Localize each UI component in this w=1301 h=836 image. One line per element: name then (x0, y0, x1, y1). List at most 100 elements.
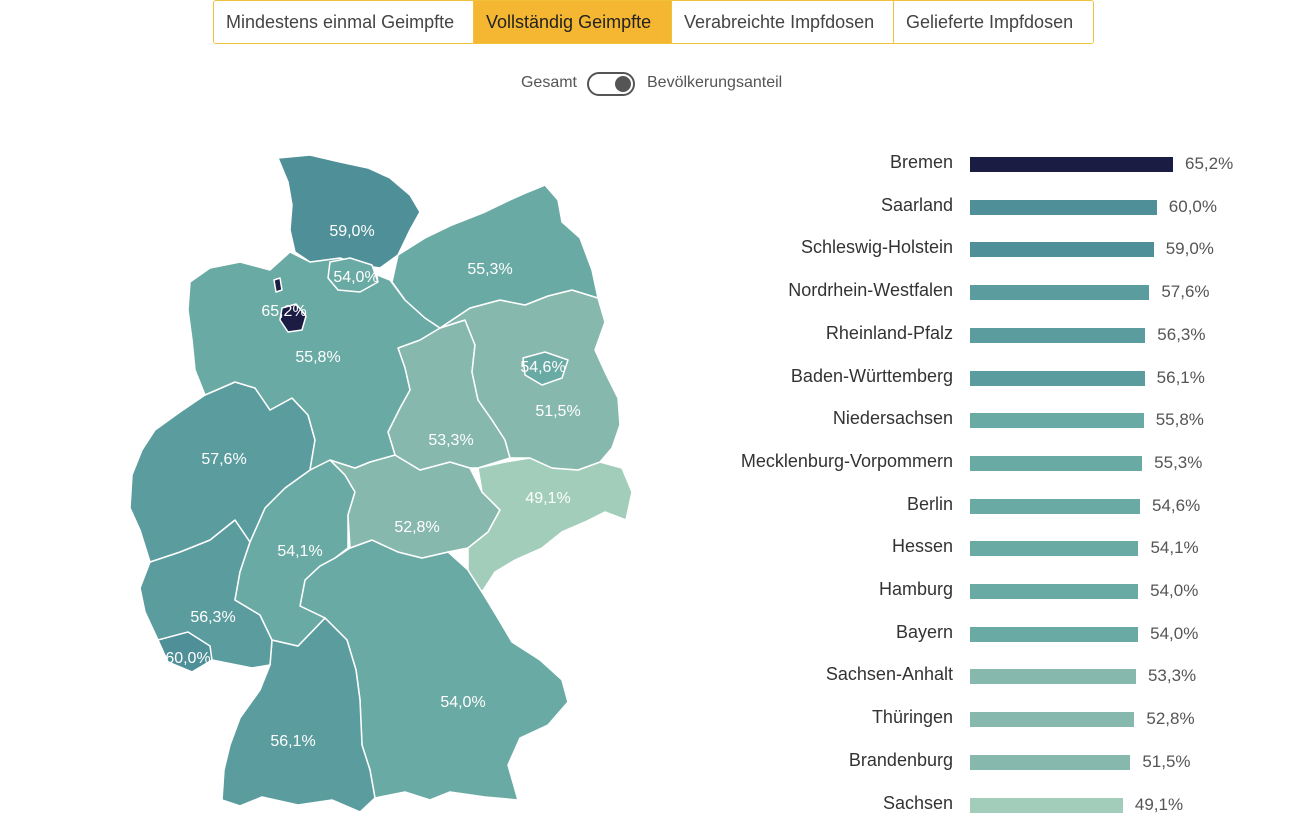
bar-label: Hamburg (878, 579, 953, 599)
bar (970, 541, 1139, 557)
bar-value-label: 65,2% (1185, 154, 1234, 173)
bar-value-label: 56,3% (1157, 324, 1206, 344)
bar-label: Saarland (880, 194, 953, 215)
bar-value-label: 54,1% (1150, 538, 1199, 558)
bar-row[interactable]: Bremen 65,2% (700, 140, 1301, 182)
bar-label: Sachsen (882, 792, 953, 813)
region-bremen[interactable] (273, 277, 283, 293)
map-label-sachsen-anhalt: 53,3% (428, 432, 473, 449)
map-label-hessen: 54,1% (277, 543, 322, 560)
display-toggle-row: Gesamt Bevölkerungsanteil (0, 70, 1301, 98)
toggle-knob (615, 76, 631, 92)
display-toggle-switch[interactable] (587, 72, 635, 96)
bar-value-label: 54,0% (1150, 623, 1199, 643)
region-hamburg[interactable] (327, 257, 379, 293)
bar-label: Hessen (891, 536, 953, 557)
bar-label: Mecklenburg-Vorpommern (740, 450, 953, 471)
tab-gelieferte-impfdosen[interactable]: Gelieferte Impfdosen (894, 1, 1093, 43)
bar-label: Thüringen (871, 707, 953, 728)
bar-row[interactable]: Sachsen 49,1% (700, 781, 1301, 823)
bar (970, 199, 1157, 215)
map-label-baden-wuerttemberg: 56,1% (270, 733, 315, 750)
bar (970, 712, 1135, 728)
bar-label: Niedersachsen (832, 408, 953, 429)
bar (970, 797, 1123, 813)
map-label-bayern: 54,0% (440, 694, 485, 711)
bar (970, 327, 1146, 343)
region-berlin[interactable] (522, 351, 569, 386)
bar-value-label: 51,5% (1142, 751, 1191, 771)
bar-label: Brandenburg (848, 749, 953, 770)
map-label-thueringen: 52,8% (394, 519, 439, 536)
map-label-nordrhein-westfalen: 57,6% (201, 451, 246, 468)
region-mecklenburg-vorpommern[interactable] (391, 184, 599, 329)
bar-label: Bremen (889, 152, 953, 172)
bar-row[interactable]: Sachsen-Anhalt 53,3% (700, 652, 1301, 694)
bar-row[interactable]: Thüringen 52,8% (700, 695, 1301, 737)
bar-row[interactable]: Hamburg 54,0% (700, 567, 1301, 609)
bar (970, 157, 1173, 172)
germany-map: 59,0% 54,0% 55,3% 65,2% 55,8% 54,6% 51,5… (129, 154, 633, 813)
bar-row[interactable]: Hessen 54,1% (700, 524, 1301, 566)
map-label-sachsen: 49,1% (525, 490, 570, 507)
bar-row[interactable]: Niedersachsen 55,8% (700, 396, 1301, 438)
bar-label: Sachsen-Anhalt (825, 664, 953, 685)
map-label-bremen: 65,2% (261, 303, 306, 320)
bar (970, 669, 1136, 685)
bar-value-label: 55,3% (1154, 452, 1203, 472)
bar-value-label: 53,3% (1147, 666, 1197, 686)
bar (970, 584, 1139, 599)
bar-value-label: 54,0% (1150, 581, 1199, 600)
bar-row[interactable]: Mecklenburg-Vorpommern 55,3% (700, 439, 1301, 481)
bar-label: Schleswig-Holstein (800, 237, 953, 258)
tab-mindestens-einmal-geimpfte[interactable]: Mindestens einmal Geimpfte (214, 1, 474, 43)
metric-tabs: Mindestens einmal Geimpfte Vollständig G… (213, 0, 1094, 44)
bar (970, 455, 1143, 471)
map-label-schleswig-holstein: 59,0% (329, 223, 374, 240)
bar-label: Berlin (906, 493, 953, 514)
bar-row[interactable]: Baden-Württemberg 56,1% (700, 354, 1301, 396)
bar (970, 413, 1144, 429)
map-label-niedersachsen: 55,8% (295, 349, 340, 366)
region-schleswig-holstein[interactable] (277, 154, 421, 269)
bar (970, 242, 1154, 258)
bar-value-label: 52,8% (1146, 709, 1195, 729)
bar-label: Nordrhein-Westfalen (788, 280, 953, 301)
bar-value-label: 49,1% (1134, 794, 1184, 814)
bar-row[interactable]: Rheinland-Pfalz 56,3% (700, 311, 1301, 353)
bar-row[interactable]: Schleswig-Holstein 59,0% (700, 225, 1301, 267)
bar (970, 498, 1140, 514)
region-sachsen[interactable] (467, 457, 633, 593)
bar-value-label: 55,8% (1155, 410, 1204, 430)
toggle-label-gesamt[interactable]: Gesamt (520, 74, 577, 91)
bar (970, 754, 1131, 770)
bar-value-label: 60,0% (1168, 196, 1217, 216)
map-label-saarland: 60,0% (165, 650, 210, 667)
bar (970, 626, 1139, 642)
region-bremen[interactable] (279, 303, 307, 333)
bar-label: Bayern (895, 621, 953, 642)
bar-row[interactable]: Brandenburg 51,5% (700, 738, 1301, 780)
region-baden-wuerttemberg[interactable] (221, 617, 376, 813)
map-label-brandenburg: 51,5% (535, 403, 580, 420)
bar-label: Baden-Württemberg (790, 365, 953, 386)
map-label-mecklenburg-vorpommern: 55,3% (467, 261, 512, 278)
tab-vollstaendig-geimpfte[interactable]: Vollständig Geimpfte (474, 1, 672, 43)
bar-value-label: 57,6% (1161, 282, 1210, 302)
bar-row[interactable]: Berlin 54,6% (700, 482, 1301, 524)
bar-row[interactable]: Bayern 54,0% (700, 610, 1301, 652)
bar-value-label: 54,6% (1151, 495, 1201, 515)
bar (970, 370, 1145, 386)
bar-row[interactable]: Nordrhein-Westfalen 57,6% (700, 268, 1301, 310)
bar-value-label: 59,0% (1165, 239, 1214, 259)
map-label-rheinland-pfalz: 56,3% (190, 609, 235, 626)
bar-row[interactable]: Saarland 60,0% (700, 183, 1301, 225)
toggle-label-bevoelkerungsanteil[interactable]: Bevölkerungsanteil (647, 74, 783, 91)
bar-value-label: 56,1% (1156, 367, 1205, 387)
region-saarland[interactable] (157, 631, 213, 673)
bar (970, 285, 1150, 301)
map-label-hamburg: 54,0% (333, 269, 378, 286)
map-label-berlin: 54,6% (520, 359, 565, 376)
bar-label: Rheinland-Pfalz (825, 322, 953, 343)
tab-verabreichte-impfdosen[interactable]: Verabreichte Impfdosen (672, 1, 894, 43)
